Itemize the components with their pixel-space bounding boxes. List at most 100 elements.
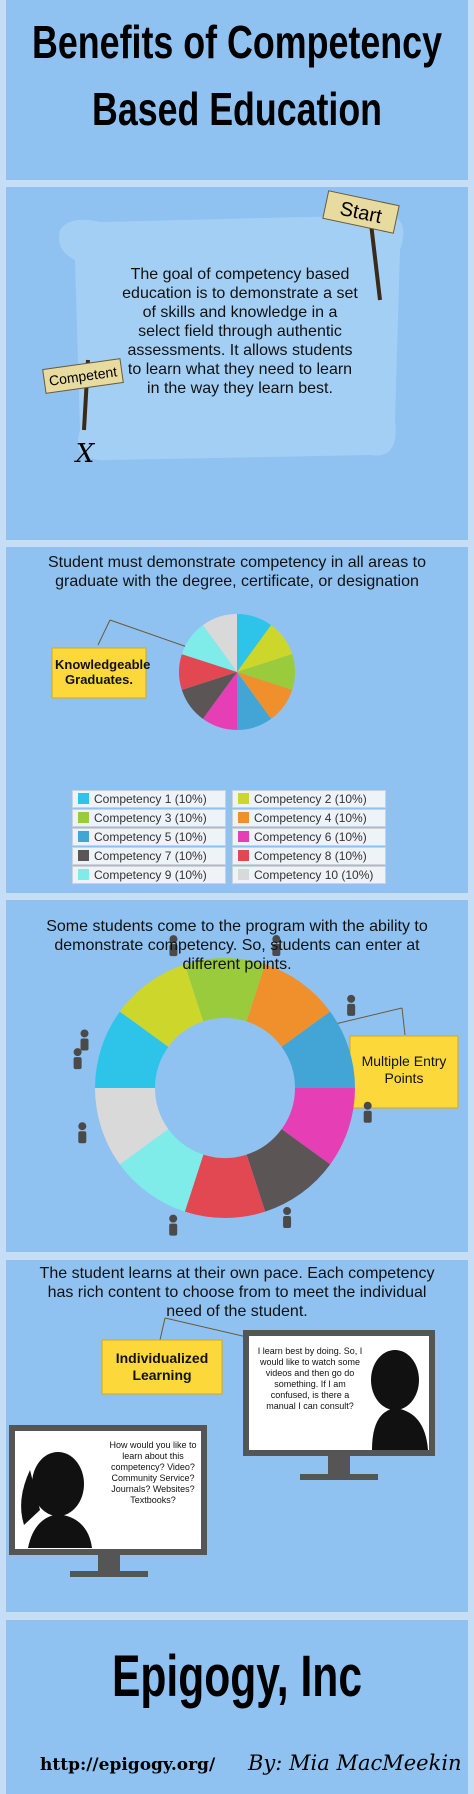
legend-label: Competency 3 (10%) <box>94 811 207 825</box>
sign-text: Individualized Learning <box>115 1350 209 1383</box>
title-line: Benefits of Competency <box>32 16 442 68</box>
pie-slice <box>94 1011 169 1088</box>
legend-label: Competency 4 (10%) <box>254 811 367 825</box>
pie-slice <box>281 1011 355 1088</box>
legend-item: Competency 9 (10%) <box>72 866 226 884</box>
person-body <box>80 1038 89 1051</box>
panel <box>6 0 468 180</box>
legend-item: Competency 10 (10%) <box>232 866 386 884</box>
person-body <box>347 1003 356 1016</box>
legend-swatch <box>238 793 249 804</box>
person-head <box>78 1122 87 1131</box>
person-body <box>363 1110 372 1123</box>
monitor-stand <box>70 1571 148 1577</box>
pie-slice <box>202 614 237 672</box>
legend-item: Competency 5 (10%) <box>72 828 226 846</box>
pie-slice <box>237 625 293 672</box>
company: Epigogy, Inc <box>112 1644 362 1709</box>
pie-slice <box>246 1129 331 1212</box>
pie-slice <box>184 1154 266 1218</box>
legend-item: Competency 7 (10%) <box>72 847 226 865</box>
intro-text: The goal of competency based education i… <box>122 266 358 397</box>
url: http://epigogy.org/ <box>40 1755 216 1775</box>
silhouette <box>21 1470 40 1525</box>
section-heading: Some students come to the program with t… <box>46 918 428 973</box>
legend-swatch <box>78 793 89 804</box>
person-head <box>283 1207 292 1216</box>
person-body <box>73 1057 82 1070</box>
person-head <box>272 935 281 944</box>
string <box>159 1317 166 1341</box>
monitor-stand <box>98 1555 120 1571</box>
string <box>401 1007 406 1036</box>
person-head <box>73 1048 82 1057</box>
sign-board <box>349 1035 459 1109</box>
pie-slice <box>181 672 237 719</box>
legend-item: Competency 4 (10%) <box>232 809 386 827</box>
legend-item: Competency 3 (10%) <box>72 809 226 827</box>
legend-item: Competency 2 (10%) <box>232 790 386 808</box>
pie-slice <box>181 625 237 672</box>
legend-label: Competency 1 (10%) <box>94 792 207 806</box>
sign-text: Knowledgeable Graduates. <box>55 657 151 687</box>
person-head <box>363 1101 372 1110</box>
person-head <box>169 1214 178 1223</box>
string <box>109 619 191 649</box>
legend-swatch <box>78 831 89 842</box>
question: How would you like to learn about this c… <box>109 1440 197 1505</box>
pie-slice <box>119 964 204 1047</box>
scroll <box>59 215 404 461</box>
title-line: Based Education <box>92 83 382 135</box>
person-head <box>347 994 356 1003</box>
pie-slice <box>119 1129 204 1212</box>
legend-swatch <box>238 812 249 823</box>
legend-item: Competency 1 (10%) <box>72 790 226 808</box>
pie-slice <box>281 1088 355 1165</box>
sign-text: Multiple Entry Points <box>361 1053 447 1086</box>
legend-label: Competency 10 (10%) <box>254 868 374 882</box>
pie-slice <box>246 964 331 1047</box>
sign-board <box>322 190 400 234</box>
person-body <box>169 1223 178 1236</box>
legend-swatch <box>78 869 89 880</box>
legend-label: Competency 9 (10%) <box>94 868 207 882</box>
legend-label: Competency 8 (10%) <box>254 849 367 863</box>
sign-board <box>51 647 147 699</box>
person-body <box>283 1216 292 1229</box>
person-body <box>78 1131 87 1144</box>
person-head <box>80 1029 89 1038</box>
legend-label: Competency 2 (10%) <box>254 792 367 806</box>
monitor-stand <box>328 1456 350 1474</box>
monitor-stand <box>300 1474 378 1480</box>
pie-slice <box>202 672 237 730</box>
silhouette <box>28 1514 92 1548</box>
x-mark: X <box>74 439 96 469</box>
silhouette <box>32 1452 84 1516</box>
legend-swatch <box>78 850 89 861</box>
pie-slice <box>179 654 237 690</box>
legend-swatch <box>238 869 249 880</box>
pie-slice <box>237 672 293 719</box>
legend-swatch <box>238 831 249 842</box>
legend-item: Competency 8 (10%) <box>232 847 386 865</box>
silhouette <box>371 1350 419 1410</box>
legend-swatch <box>238 850 249 861</box>
sign-board <box>42 358 124 394</box>
byline: By: Mia MacMeekin <box>247 1751 462 1775</box>
section-heading: Student must demonstrate competency in a… <box>48 554 426 590</box>
person-body <box>169 944 178 957</box>
silhouette <box>372 1408 428 1450</box>
sign-post <box>368 214 382 301</box>
person-head <box>169 935 178 944</box>
legend-label: Competency 5 (10%) <box>94 830 207 844</box>
legend-label: Competency 7 (10%) <box>94 849 207 863</box>
legend-label: Competency 6 (10%) <box>254 830 367 844</box>
string <box>97 619 111 646</box>
student-quote: I learn best by doing. So, I would like … <box>257 1346 363 1411</box>
legend-item: Competency 6 (10%) <box>232 828 386 846</box>
pie-slice <box>237 614 272 672</box>
legend-swatch <box>78 812 89 823</box>
sign-board <box>101 1339 223 1395</box>
